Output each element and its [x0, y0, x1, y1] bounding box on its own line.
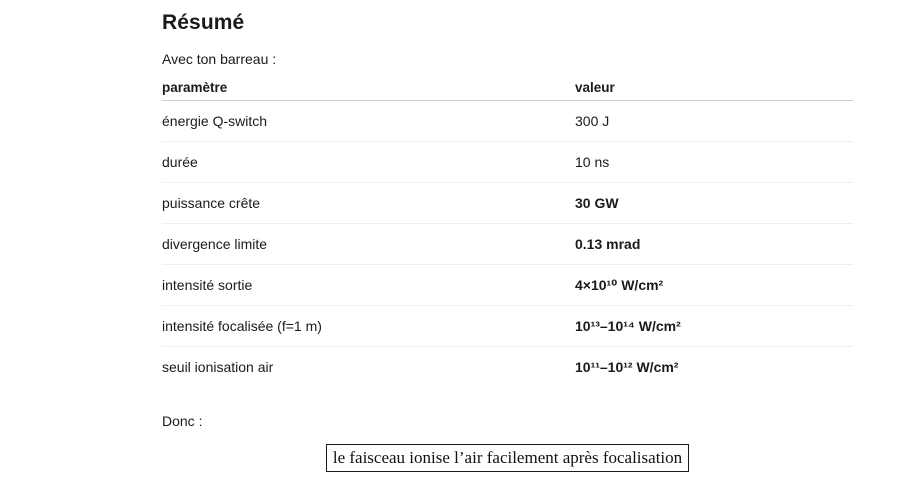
boxed-conclusion: le faisceau ionise l’air facilement aprè… — [325, 444, 690, 472]
page-title: Résumé — [162, 11, 245, 34]
value-cell: 10¹¹–10¹² W/cm² — [575, 359, 679, 375]
value-cell: 300 J — [575, 100, 853, 142]
table-row: intensité focalisée (f=1 m) 10¹³–10¹⁴ W/… — [162, 305, 853, 347]
value-cell: 10 ns — [575, 141, 853, 183]
table-row: puissance crête 30 GW — [162, 182, 853, 224]
param-cell: puissance crête — [162, 182, 575, 224]
value-cell: 30 GW — [575, 182, 853, 224]
param-cell: durée — [162, 141, 575, 183]
value-cell: 4×10¹⁰ W/cm² — [575, 264, 853, 306]
value-cell: 0.13 mrad — [575, 223, 853, 265]
value-cell: 10¹³–10¹⁴ W/cm² — [575, 305, 853, 347]
intro-text: Avec ton barreau : — [162, 51, 277, 67]
table-row: divergence limite 0.13 mrad — [162, 223, 853, 265]
column-header-valeur: valeur — [575, 77, 853, 101]
boxed-equation-container: le faisceau ionise l’air facilement aprè… — [162, 444, 853, 472]
param-cell: intensité sortie — [162, 264, 575, 306]
document-content: Résumé Avec ton barreau : paramètre vale… — [162, 0, 853, 472]
table-row: durée 10 ns — [162, 141, 853, 183]
table-header-row: paramètre valeur — [162, 77, 853, 101]
parameters-table: paramètre valeur énergie Q-switch 300 J … — [162, 77, 853, 387]
param-cell: intensité focalisée (f=1 m) — [162, 305, 575, 347]
param-cell: divergence limite — [162, 223, 575, 265]
table-row: intensité sortie 4×10¹⁰ W/cm² — [162, 264, 853, 306]
param-cell: énergie Q-switch — [162, 100, 575, 142]
table-row: seuil ionisation air 10¹¹–10¹² W/cm² — [162, 347, 853, 388]
conclusion-label: Donc : — [162, 413, 203, 429]
table-row: énergie Q-switch 300 J — [162, 100, 853, 142]
param-cell: seuil ionisation air — [162, 359, 274, 375]
column-header-parametre: paramètre — [162, 77, 575, 101]
